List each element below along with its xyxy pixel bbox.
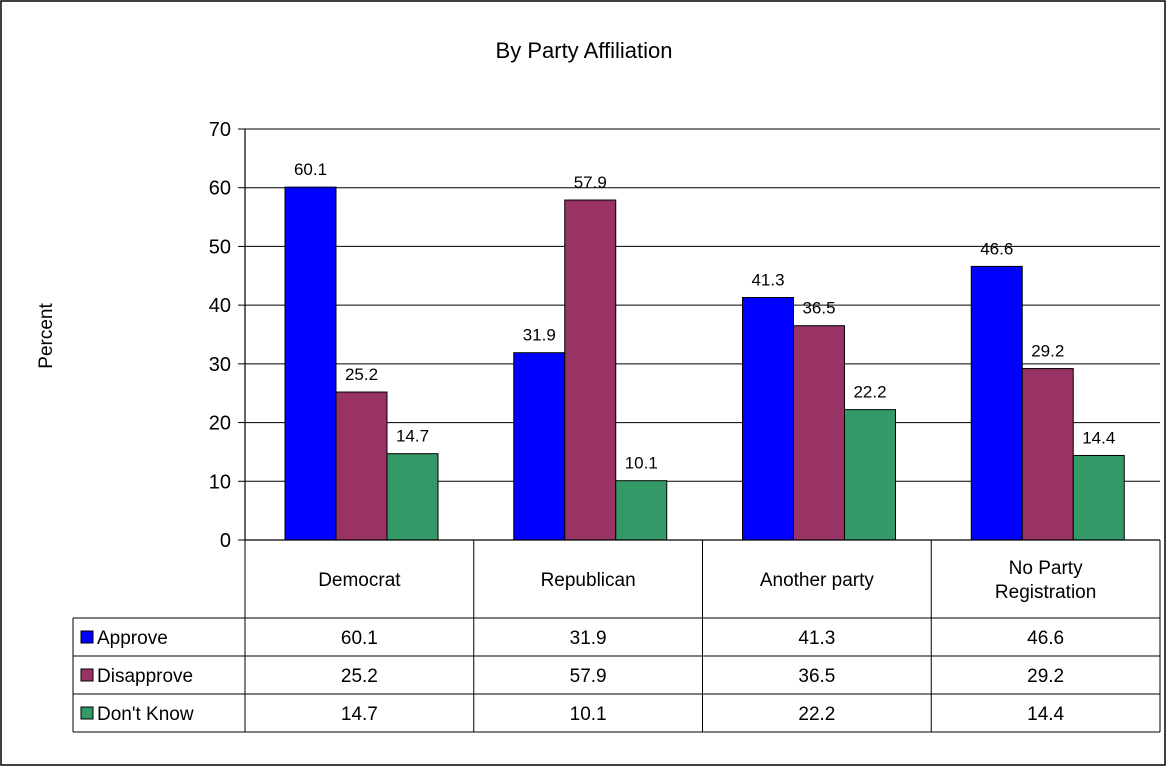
bar xyxy=(284,186,337,541)
category-label: Another party xyxy=(760,570,875,591)
data-table: Democrat Republican Another party No Party R… xyxy=(72,539,1161,733)
legend-label: Approve xyxy=(97,628,168,649)
bar xyxy=(970,265,1023,541)
legend-label: Don't Know xyxy=(97,704,194,725)
y-tick-label: 60 xyxy=(209,178,231,200)
y-tick-label: 70 xyxy=(209,119,231,141)
bar xyxy=(793,325,845,541)
legend-swatch xyxy=(80,706,94,720)
data-label: 29.2 xyxy=(1031,342,1064,361)
y-axis-ticks: 0 10 20 30 40 50 60 70 xyxy=(209,119,245,552)
table-cell: 22.2 xyxy=(798,704,835,725)
data-label: 14.4 xyxy=(1082,428,1115,447)
table-cell: 31.9 xyxy=(570,628,607,649)
table-cell: 60.1 xyxy=(341,628,378,649)
category-label: No Party xyxy=(1009,558,1083,579)
data-label: 46.6 xyxy=(980,239,1013,258)
table-cell: 25.2 xyxy=(341,666,378,687)
table-cell: 36.5 xyxy=(798,666,835,687)
bar xyxy=(386,453,439,541)
table-cell: 14.4 xyxy=(1027,704,1064,725)
bar xyxy=(564,199,617,541)
bar xyxy=(1072,454,1125,541)
y-tick-label: 0 xyxy=(220,530,231,552)
bar xyxy=(1021,368,1074,541)
data-label: 14.7 xyxy=(396,427,429,446)
table-cell: 46.6 xyxy=(1027,628,1064,649)
data-label: 22.2 xyxy=(853,383,886,402)
legend-swatch xyxy=(80,668,94,682)
y-tick-label: 40 xyxy=(209,295,231,317)
legend-label: Disapprove xyxy=(97,666,193,687)
data-label: 57.9 xyxy=(574,173,607,192)
y-tick-label: 10 xyxy=(209,471,231,493)
category-label: Registration xyxy=(995,582,1096,603)
bars xyxy=(284,186,1125,541)
bar xyxy=(742,297,794,541)
table-cell: 41.3 xyxy=(798,628,835,649)
bar xyxy=(513,352,566,541)
data-label: 31.9 xyxy=(523,326,556,345)
table-cell: 14.7 xyxy=(341,704,378,725)
category-label: Republican xyxy=(541,570,636,591)
y-axis-label: Percent xyxy=(36,303,57,369)
data-label: 41.3 xyxy=(751,271,784,290)
bar xyxy=(844,409,896,541)
chart-title: By Party Affiliation xyxy=(496,38,673,63)
table-cell: 57.9 xyxy=(570,666,607,687)
y-tick-label: 30 xyxy=(209,354,231,376)
y-tick-label: 20 xyxy=(209,413,231,435)
table-cell: 10.1 xyxy=(570,704,607,725)
data-label: 10.1 xyxy=(625,454,658,473)
category-label: Democrat xyxy=(318,570,401,591)
data-label: 36.5 xyxy=(802,299,835,318)
legend-swatch xyxy=(80,630,94,644)
data-label: 60.1 xyxy=(294,160,327,179)
table-cell: 29.2 xyxy=(1027,666,1064,687)
bar xyxy=(335,391,388,541)
data-label: 25.2 xyxy=(345,365,378,384)
data-labels: 60.1 31.9 41.3 46.6 25.2 57.9 36.5 29.2 14.7 10.1… xyxy=(294,160,1115,473)
bar xyxy=(615,480,668,541)
y-tick-label: 50 xyxy=(209,236,231,258)
